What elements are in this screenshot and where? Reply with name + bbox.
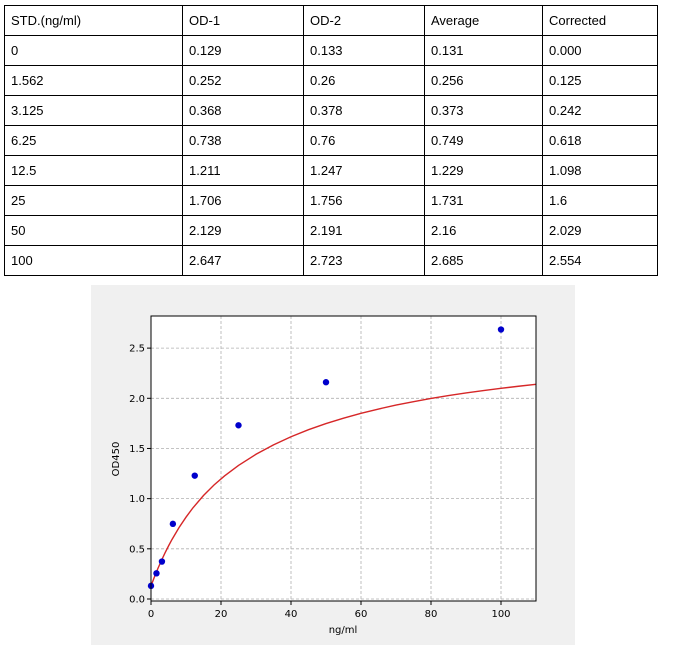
x-tick-label: 20 [215,609,228,620]
x-tick-label: 0 [148,609,154,620]
table-row: 25 1.706 1.756 1.731 1.6 [4,185,658,216]
table-row: 50 2.129 2.191 2.16 2.029 [4,215,658,246]
cell-average: 2.685 [424,245,543,276]
data-point [235,422,242,429]
cell-od2: 2.723 [303,245,425,276]
cell-od2: 0.133 [303,35,425,66]
header-std: STD.(ng/ml) [4,5,183,36]
cell-od1: 1.706 [182,185,304,216]
cell-corrected: 0.242 [542,95,658,126]
y-axis-label: OD450 [111,442,122,477]
y-tick-label: 1.0 [129,494,145,505]
cell-od2: 1.756 [303,185,425,216]
x-tick-label: 100 [491,609,510,620]
table-row: 6.25 0.738 0.76 0.749 0.618 [4,125,658,156]
standard-curve-chart: 0 20 40 60 80 100 0.0 0.5 1.0 1.5 2.0 2.5 ng/ml OD4… [91,285,575,645]
y-tick-label: 2.5 [129,344,145,355]
cell-average: 0.749 [424,125,543,156]
cell-std: 50 [4,215,183,246]
cell-std: 3.125 [4,95,183,126]
fit-curve [150,383,537,587]
data-point [153,570,160,577]
cell-corrected: 0.125 [542,65,658,96]
cell-average: 0.256 [424,65,543,96]
data-point [322,379,330,386]
chart-svg: 0 20 40 60 80 100 0.0 0.5 1.0 1.5 2.0 2.5 ng/ml OD4… [111,315,537,636]
x-tick-label: 80 [425,609,438,620]
cell-od1: 1.211 [182,155,304,186]
cell-std: 1.562 [4,65,183,96]
table-row: 1.562 0.252 0.26 0.256 0.125 [4,65,658,96]
cell-od1: 0.368 [182,95,304,126]
cell-od2: 0.378 [303,95,425,126]
table-row: 100 2.647 2.723 2.685 2.554 [4,245,658,276]
plot-area [151,316,536,601]
x-tick-label: 40 [285,609,298,620]
cell-average: 1.229 [424,155,543,186]
fit-curve-layer [150,383,537,587]
x-tick-label: 60 [355,609,368,620]
cell-average: 0.373 [424,95,543,126]
header-average: Average [424,5,543,36]
cell-corrected: 0.000 [542,35,658,66]
grid [150,316,536,601]
data-point [169,520,177,528]
axis-ticks: 0 20 40 60 80 100 0.0 0.5 1.0 1.5 2.0 2.5 [129,344,510,620]
table-header-row: STD.(ng/ml) OD-1 OD-2 Average Corrected [4,5,658,36]
cell-corrected: 1.6 [542,185,658,216]
cell-std: 25 [4,185,183,216]
cell-average: 1.731 [424,185,543,216]
cell-average: 2.16 [424,215,543,246]
plot-frame [150,315,537,602]
cell-od1: 2.129 [182,215,304,246]
cell-std: 0 [4,35,183,66]
cell-corrected: 0.618 [542,125,658,156]
cell-od2: 2.191 [303,215,425,246]
cell-od1: 0.738 [182,125,304,156]
cell-od2: 0.76 [303,125,425,156]
cell-std: 12.5 [4,155,183,186]
table-row: 12.5 1.211 1.247 1.229 1.098 [4,155,658,186]
standard-curve-table: STD.(ng/ml) OD-1 OD-2 Average Corrected … [4,5,658,276]
y-tick-label: 1.5 [129,444,145,455]
table-row: 3.125 0.368 0.378 0.373 0.242 [4,95,658,126]
y-tick-label: 2.0 [129,394,145,405]
cell-od1: 0.129 [182,35,304,66]
data-point [191,472,198,479]
data-point [158,558,166,565]
data-point [497,326,505,333]
cell-average: 0.131 [424,35,543,66]
cell-corrected: 2.554 [542,245,658,276]
header-od1: OD-1 [182,5,304,36]
cell-od2: 1.247 [303,155,425,186]
cell-od2: 0.26 [303,65,425,96]
header-corrected: Corrected [542,5,658,36]
cell-od1: 2.647 [182,245,304,276]
table-row: 0 0.129 0.133 0.131 0.000 [4,35,658,66]
cell-corrected: 2.029 [542,215,658,246]
y-tick-label: 0.0 [129,594,145,605]
cell-corrected: 1.098 [542,155,658,186]
y-tick-label: 0.5 [129,544,145,555]
header-od2: OD-2 [303,5,425,36]
cell-std: 6.25 [4,125,183,156]
cell-std: 100 [4,245,183,276]
cell-od1: 0.252 [182,65,304,96]
x-axis-label: ng/ml [329,625,358,636]
